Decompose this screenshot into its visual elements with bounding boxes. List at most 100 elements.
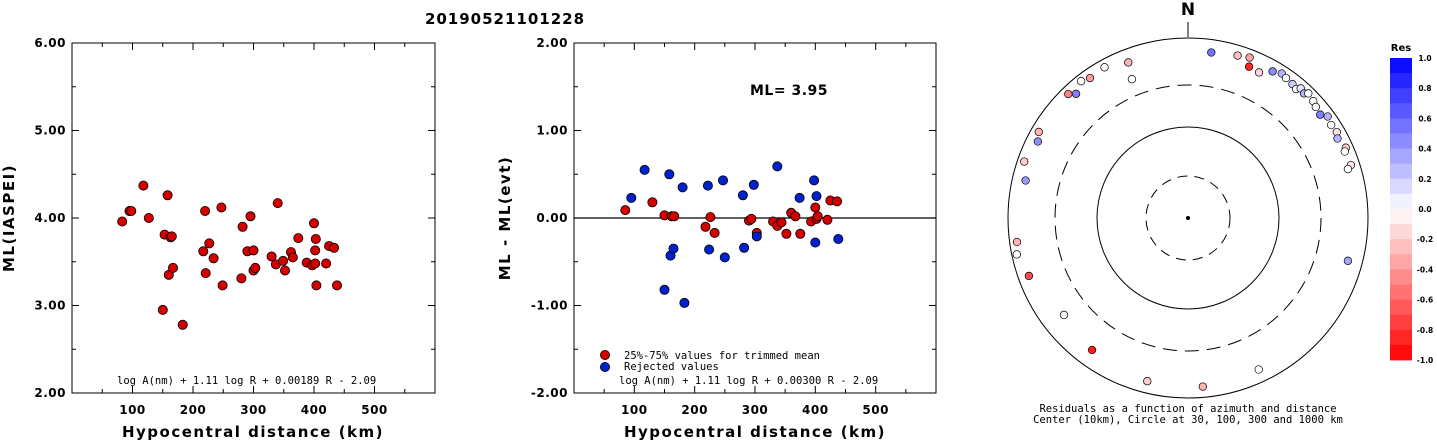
- x-tick-label: 100: [621, 403, 648, 417]
- x-tick-label: 300: [742, 403, 769, 417]
- axis-ticks: 100 200 300 400 500 2.00 3.00 4.00 5.00 6.00: [34, 36, 435, 417]
- station-point: [1311, 102, 1320, 112]
- data-point: [198, 246, 209, 257]
- data-point: [668, 243, 679, 254]
- residual-colorbar: Res 1.0 0.8 0.6 0.4 0.2 0.0 -0.2 -0.4 -0.6 -0.8 -1…: [1390, 43, 1433, 365]
- x-tick-label: 200: [180, 403, 207, 417]
- colorbar-tick-label: 0.2: [1418, 175, 1431, 184]
- station-point: [1198, 382, 1207, 391]
- y-tick-label: 2.00: [536, 36, 568, 50]
- colorbar-tick-label: -0.4: [1417, 265, 1433, 274]
- data-point: [832, 196, 843, 207]
- north-label: N: [1181, 0, 1195, 20]
- station-point: [1323, 112, 1332, 121]
- data-point: [810, 237, 821, 248]
- data-point: [237, 221, 248, 232]
- colorbar-cell: [1390, 329, 1412, 346]
- station-point: [1034, 127, 1043, 137]
- data-point: [664, 169, 675, 180]
- colorbar-tick-label: -0.2: [1417, 235, 1433, 244]
- colorbar-ticks: 1.0 0.8 0.6 0.4 0.2 0.0 -0.2 -0.4 -0.6 -0.8 -1.0: [1417, 54, 1433, 365]
- x-tick-label: 400: [802, 403, 829, 417]
- x-axis-label: Hypocentral distance (km): [122, 423, 384, 441]
- y-axis-label: ML(IASPEI): [0, 164, 18, 272]
- data-point: [278, 255, 289, 266]
- data-point: [709, 227, 720, 238]
- circle-300km: [1054, 84, 1322, 352]
- station-point: [1059, 310, 1069, 320]
- y-tick-label: 5.00: [34, 124, 66, 138]
- x-tick-label: 500: [862, 403, 889, 417]
- station-point: [1064, 89, 1073, 99]
- colorbar-cell: [1390, 239, 1412, 255]
- data-point: [272, 198, 283, 209]
- y-axis-label: ML - ML(evt): [496, 156, 514, 280]
- colorbar-cell: [1390, 73, 1412, 89]
- data-point: [702, 180, 713, 191]
- colorbar-tick-label: 0.8: [1418, 84, 1431, 93]
- data-point: [162, 190, 173, 201]
- data-point: [248, 245, 259, 256]
- station-point: [1100, 63, 1109, 72]
- data-point: [669, 211, 680, 222]
- colorbar-tick-label: -0.6: [1417, 296, 1433, 305]
- data-point: [718, 175, 729, 186]
- station-point: [1281, 73, 1291, 83]
- legend-marker-red: [600, 349, 611, 360]
- station-point: [1254, 68, 1264, 77]
- station-point: [1071, 89, 1081, 98]
- y-tick-label: -1.00: [531, 299, 568, 313]
- circle-30km: [1145, 175, 1231, 261]
- data-point: [795, 228, 806, 239]
- station-point: [1244, 62, 1254, 71]
- colorbar-tick-label: 1.0: [1418, 54, 1431, 63]
- colorbar-cell: [1390, 163, 1412, 180]
- data-point: [126, 205, 137, 216]
- x-tick-label: 300: [240, 403, 267, 417]
- data-point: [719, 252, 730, 263]
- colorbar-cell: [1390, 224, 1412, 240]
- data-point: [833, 233, 844, 244]
- x-axis-label: Hypocentral distance (km): [624, 423, 886, 441]
- data-point: [167, 262, 178, 273]
- colorbar-cell: [1390, 314, 1412, 331]
- colorbar-cell: [1390, 209, 1412, 225]
- x-tick-label: 500: [361, 403, 388, 417]
- data-point: [310, 233, 321, 244]
- y-tick-label: 3.00: [34, 299, 66, 313]
- data-point: [810, 202, 821, 213]
- colorbar-tick-label: 0.0: [1418, 205, 1431, 214]
- station-point: [1268, 67, 1277, 76]
- data-point: [704, 244, 715, 255]
- page-title: 20190521101228: [425, 10, 585, 28]
- data-point: [790, 211, 801, 222]
- station-point: [1021, 176, 1030, 185]
- station-point: [1127, 75, 1137, 84]
- station-point: [1124, 58, 1133, 67]
- data-point: [217, 280, 228, 291]
- colorbar-cell: [1390, 118, 1412, 134]
- station-point: [1333, 134, 1342, 143]
- colorbar-cells: [1390, 58, 1412, 361]
- formula-text: log A(nm) + 1.11 log R + 0.00189 R - 2.0…: [117, 375, 376, 387]
- station-point: [1012, 237, 1022, 247]
- data-point: [143, 212, 154, 223]
- station-point: [1343, 256, 1353, 265]
- data-point: [245, 211, 256, 222]
- station-point: [1087, 345, 1097, 355]
- station-point: [1024, 271, 1034, 281]
- x-tick-label: 100: [119, 403, 146, 417]
- colorbar-cell: [1390, 254, 1412, 270]
- station-point: [1207, 48, 1216, 57]
- data-point: [809, 175, 820, 186]
- station-point: [1340, 147, 1349, 156]
- y-tick-label: 4.00: [34, 211, 66, 225]
- data-point: [812, 211, 823, 222]
- colorbar-tick-label: 0.4: [1418, 145, 1431, 154]
- data-point: [328, 242, 339, 253]
- data-point: [157, 304, 168, 315]
- data-point: [208, 253, 219, 264]
- legend-marker-blue: [600, 361, 611, 372]
- data-point: [781, 228, 792, 239]
